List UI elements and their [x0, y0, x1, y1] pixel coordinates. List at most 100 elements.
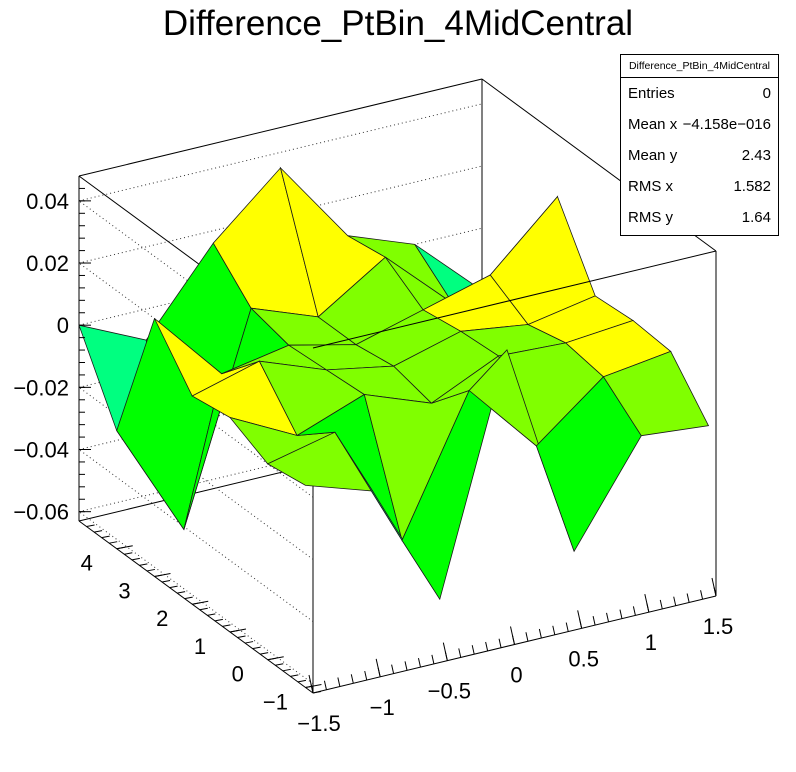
z-tick-label: −0.02 — [13, 375, 69, 400]
y-minor-tick — [260, 652, 269, 655]
y-minor-tick — [124, 552, 133, 555]
stats-value: 1.64 — [741, 209, 771, 226]
y-minor-tick — [214, 618, 223, 622]
y-minor-tick — [192, 602, 201, 605]
stats-label: RMS x — [628, 178, 673, 195]
surface-cell — [602, 350, 710, 437]
x-minor-tick — [471, 645, 475, 655]
x-tick-label: 0 — [510, 663, 522, 688]
x-minor-tick — [431, 654, 435, 665]
x-minor-tick — [606, 612, 610, 622]
y-minor-tick — [86, 524, 95, 528]
gridline — [78, 449, 314, 622]
x-tick-label: 1.5 — [703, 614, 734, 639]
stats-title: Difference_PtBin_4MidCentral — [621, 55, 778, 78]
x-minor-tick — [592, 615, 596, 626]
x-minor-tick — [686, 593, 690, 603]
y-minor-tick — [267, 657, 276, 661]
x-minor-tick — [565, 622, 569, 632]
z-tick-label: −0.04 — [13, 438, 69, 463]
stats-row-rms-y: RMS y 1.64 — [621, 202, 778, 233]
x-minor-tick — [498, 638, 502, 648]
stats-row-entries: Entries 0 — [621, 78, 778, 109]
y-minor-tick — [207, 613, 216, 616]
stats-row-mean-y: Mean y 2.43 — [621, 140, 778, 171]
x-minor-tick — [512, 635, 515, 645]
y-minor-tick — [116, 546, 125, 550]
stats-label: Mean x — [628, 116, 678, 133]
x-minor-tick — [646, 603, 650, 613]
x-minor-tick — [632, 606, 636, 616]
z-tick-label: 0 — [57, 313, 69, 338]
y-minor-tick — [297, 679, 306, 683]
y-minor-tick — [290, 674, 299, 677]
y-tick-label: 2 — [156, 606, 168, 631]
y-minor-tick — [139, 563, 148, 566]
y-tick-label: 3 — [118, 578, 130, 603]
x-minor-tick — [619, 609, 623, 619]
x-tick-label: −1.5 — [297, 711, 340, 736]
y-minor-tick — [252, 646, 261, 650]
front-edge — [312, 250, 717, 349]
y-minor-tick — [146, 568, 156, 572]
x-minor-tick — [310, 683, 314, 694]
y-minor-tick — [282, 668, 291, 672]
back-edge — [78, 520, 314, 694]
y-minor-tick — [229, 629, 239, 633]
y-minor-tick — [177, 591, 186, 594]
stats-box: Difference_PtBin_4MidCentral Entries 0 M… — [620, 54, 779, 236]
x-minor-tick — [350, 674, 354, 684]
y-minor-tick — [94, 530, 103, 533]
stats-value: 0 — [762, 85, 771, 102]
back-edge — [78, 78, 483, 177]
x-tick-label: −0.5 — [428, 679, 471, 704]
x-tick-label: 1 — [645, 630, 657, 655]
y-minor-tick — [312, 691, 322, 694]
x-minor-tick — [552, 625, 556, 635]
x-minor-tick — [444, 651, 448, 661]
x-minor-tick — [323, 680, 327, 690]
x-minor-tick — [404, 661, 408, 671]
axis-ticks-labels: −0.06 −0.04 −0.02 0 0.02 0.04 −1.5 −1 −0.5 0 0.5 1 1… — [13, 187, 734, 736]
stats-row-rms-x: RMS x 1.582 — [621, 171, 778, 202]
y-minor-tick — [109, 541, 118, 544]
x-minor-tick — [485, 641, 489, 652]
x-minor-tick — [538, 628, 542, 639]
y-minor-tick — [154, 574, 163, 577]
gridline — [78, 511, 314, 685]
y-minor-tick — [222, 624, 231, 627]
y-minor-tick — [199, 607, 208, 611]
z-tick-label: 0.04 — [26, 189, 69, 214]
x-minor-tick — [417, 658, 421, 668]
y-tick-label: 4 — [81, 551, 93, 576]
y-minor-tick — [305, 685, 314, 688]
stats-label: Entries — [628, 85, 675, 102]
y-tick-label: −1 — [263, 689, 288, 714]
stats-value: 2.43 — [741, 147, 771, 164]
y-minor-tick — [101, 535, 110, 539]
x-minor-tick — [525, 632, 529, 642]
x-minor-tick — [391, 664, 395, 674]
x-minor-tick — [458, 648, 462, 658]
stats-label: RMS y — [628, 209, 673, 226]
y-minor-tick — [161, 580, 171, 583]
y-tick-label: 1 — [194, 634, 206, 659]
z-tick-label: 0.02 — [26, 251, 69, 276]
x-minor-tick — [713, 586, 717, 597]
stats-row-mean-x: Mean x −4.158e−016 — [621, 109, 778, 140]
x-minor-tick — [659, 599, 663, 610]
stats-value: −4.158e−016 — [682, 116, 771, 133]
stats-label: Mean y — [628, 147, 678, 164]
x-tick-label: −1 — [370, 695, 395, 720]
y-tick-label: 0 — [232, 662, 244, 687]
y-minor-tick — [184, 596, 193, 600]
stats-value: 1.582 — [733, 178, 771, 195]
x-minor-tick — [579, 619, 583, 629]
x-minor-tick — [377, 667, 381, 677]
y-minor-tick — [169, 585, 178, 589]
x-minor-tick — [337, 677, 341, 687]
x-minor-tick — [673, 596, 677, 606]
surface-mesh — [78, 166, 710, 601]
y-minor-tick — [275, 663, 284, 666]
